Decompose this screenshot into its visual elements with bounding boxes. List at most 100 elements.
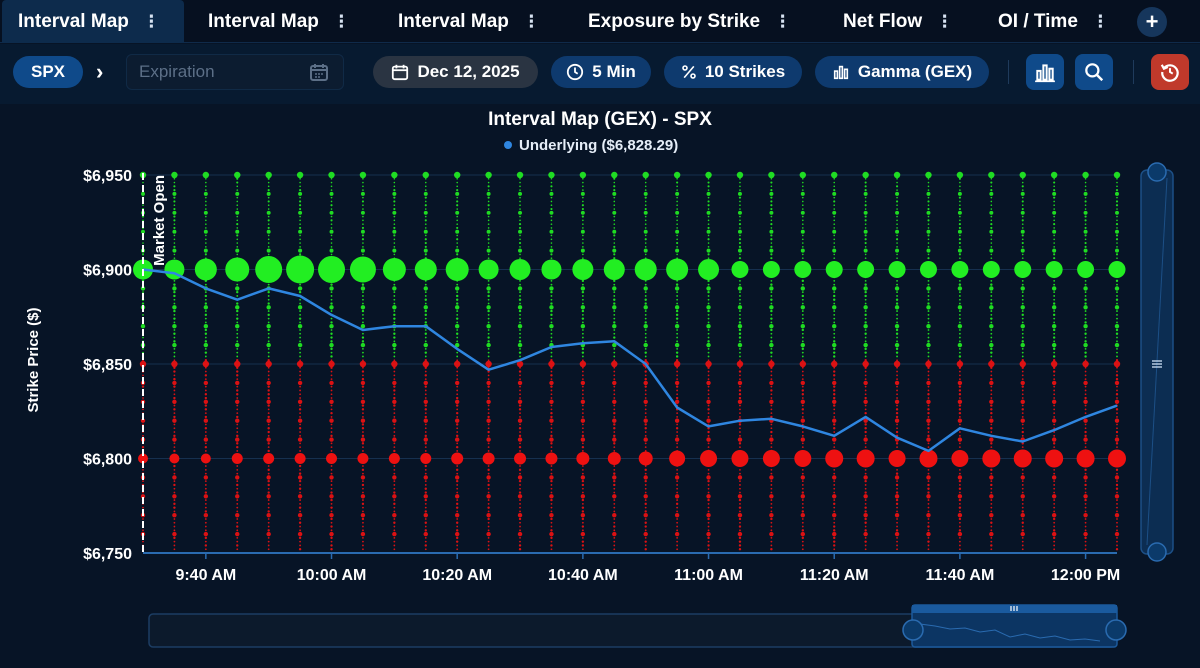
exposure-dot (738, 328, 742, 332)
tab-interval-map-3[interactable]: Interval Map ⋮ (398, 0, 540, 43)
exposure-dot (612, 380, 617, 386)
exposure-dot (990, 359, 993, 362)
exposure-dot (1084, 480, 1087, 483)
exposure-dot (644, 518, 647, 520)
exposure-dot (205, 181, 207, 184)
chart-legend[interactable]: Underlying ($6,828.29) (504, 137, 678, 154)
exposure-dot (266, 531, 271, 537)
exposure-dot (613, 397, 616, 399)
reset-button[interactable] (1151, 54, 1189, 90)
exposure-dot-major (294, 453, 306, 464)
exposure-dot (362, 351, 364, 354)
exposure-dot (676, 246, 678, 248)
exposure-dot (612, 418, 617, 423)
navigator-handle-right[interactable] (1105, 619, 1127, 641)
exposure-dot (676, 393, 679, 396)
exposure-dot (393, 385, 396, 388)
exposure-dot (864, 313, 867, 317)
exposure-dot (800, 513, 806, 518)
slider-handle-top[interactable] (1147, 162, 1167, 182)
exposure-dot (362, 208, 364, 210)
tab-net-flow[interactable]: Net Flow ⋮ (843, 0, 953, 43)
exposure-dot (927, 234, 930, 237)
exposure-dot (204, 374, 208, 377)
exposure-dot (958, 404, 962, 407)
exposure-dot (644, 506, 647, 509)
exposure-dot (613, 257, 616, 260)
strikes-selector[interactable]: 10 Strikes (664, 56, 802, 88)
grip-icon (1152, 360, 1162, 368)
exposure-dot (1084, 302, 1087, 305)
calendar-icon[interactable] (309, 62, 329, 82)
toolbar: SPX › Expiration Dec 12, 2025 5 Min (0, 44, 1200, 104)
exposure-dot (863, 248, 868, 253)
exposure-dot (1084, 279, 1087, 282)
exposure-dot (172, 324, 177, 329)
exposure-dot (613, 204, 616, 207)
vertical-zoom-slider[interactable] (1140, 162, 1174, 562)
tab-interval-map-1[interactable]: Interval Map ⋮ (2, 0, 184, 43)
horizontal-zoom-slider[interactable] (148, 604, 1127, 648)
exposure-dot (393, 196, 396, 199)
interval-selector[interactable]: 5 Min (551, 56, 651, 88)
kebab-menu-icon[interactable]: ⋮ (332, 11, 350, 31)
exposure-dot (141, 215, 145, 218)
exposure-dot (676, 219, 678, 222)
metric-selector[interactable]: Gamma (GEX) (815, 56, 989, 88)
exposure-dot (1053, 219, 1055, 222)
exposure-dot (330, 298, 333, 301)
exposure-dot (549, 210, 554, 215)
exposure-dot (1051, 437, 1057, 442)
kebab-menu-icon[interactable]: ⋮ (522, 11, 540, 31)
exposure-dot (676, 423, 679, 426)
kebab-menu-icon[interactable]: ⋮ (936, 11, 954, 31)
exposure-dot (487, 378, 490, 381)
tab-exposure-by-strike[interactable]: Exposure by Strike ⋮ (588, 0, 791, 43)
add-tab-button[interactable]: + (1137, 7, 1167, 37)
exposure-dot (173, 389, 176, 392)
exposure-dot (644, 196, 647, 199)
exposure-dot (203, 210, 208, 215)
expiration-input[interactable]: Expiration (126, 54, 344, 90)
exposure-dot (392, 248, 397, 253)
exposure-dot (896, 204, 898, 207)
exposure-dot (989, 324, 994, 329)
navigator-handle-left[interactable] (902, 619, 924, 641)
strikes-label: 10 Strikes (704, 62, 786, 81)
exposure-dot (519, 336, 521, 339)
exposure-dot (707, 548, 710, 551)
symbol-button[interactable]: SPX (13, 56, 83, 88)
kebab-menu-icon[interactable]: ⋮ (1091, 11, 1109, 31)
exposure-dot (833, 442, 836, 445)
date-selector[interactable]: Dec 12, 2025 (373, 56, 538, 88)
tab-oi-time[interactable]: OI / Time ⋮ (998, 0, 1109, 43)
exposure-dot (266, 399, 271, 404)
exposure-dot (456, 544, 459, 547)
exposure-dot (707, 389, 710, 392)
exposure-dot (393, 355, 396, 358)
exposure-dot (548, 171, 555, 179)
exposure-dot (990, 196, 993, 199)
exposure-dot (676, 374, 679, 377)
exposure-dot (362, 295, 364, 297)
zoom-button[interactable] (1075, 54, 1113, 90)
exposure-dot (1053, 204, 1055, 207)
exposure-dot (581, 355, 584, 358)
exposure-dot (236, 423, 239, 426)
exposure-dot (456, 189, 459, 192)
exposure-dot (360, 437, 366, 442)
exposure-dot-major (451, 452, 464, 465)
exposure-dot (863, 475, 868, 480)
exposure-dot (424, 529, 427, 532)
exposure-dot (393, 370, 396, 373)
exposure-dot (487, 181, 490, 184)
exposure-dot (739, 529, 741, 532)
exposure-dot (456, 378, 459, 381)
exposure-dot (519, 450, 521, 452)
kebab-menu-icon[interactable]: ⋮ (142, 11, 160, 31)
chart-type-button[interactable] (1026, 54, 1064, 90)
tab-interval-map-2[interactable]: Interval Map ⋮ (208, 0, 350, 43)
slider-handle-bottom[interactable] (1147, 542, 1167, 562)
kebab-menu-icon[interactable]: ⋮ (774, 11, 792, 31)
exposure-dot (142, 468, 144, 471)
